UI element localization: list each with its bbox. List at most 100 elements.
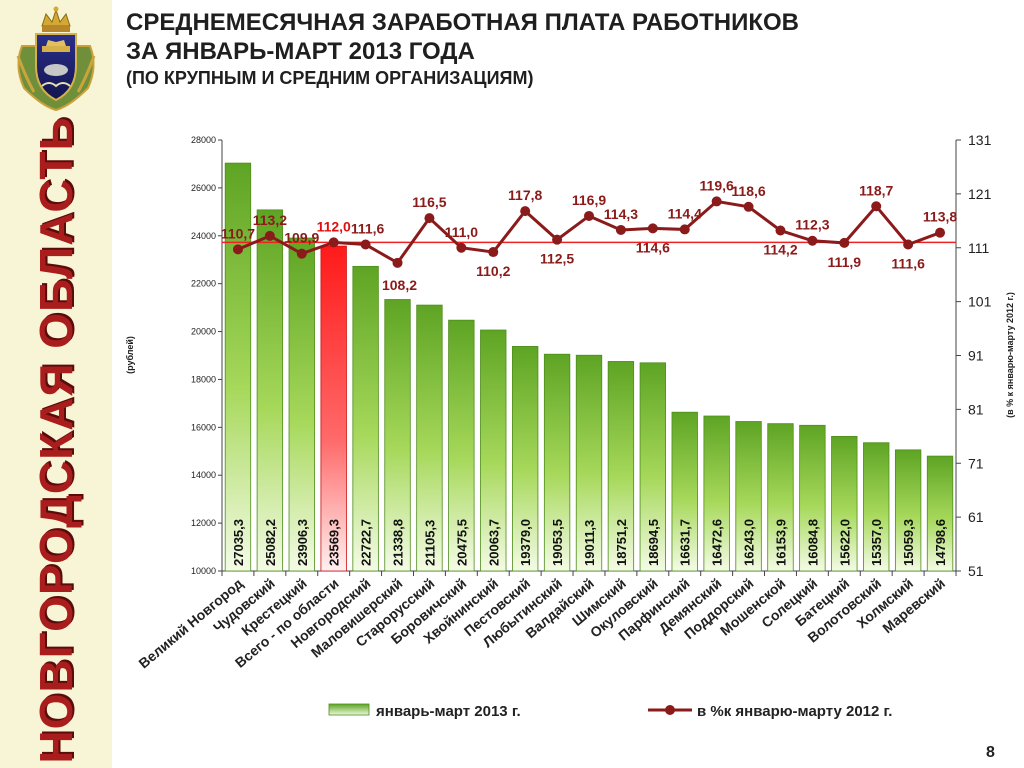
coat-of-arms-emblem	[16, 6, 96, 112]
percent-value-label: 112,3	[795, 217, 829, 233]
percent-point	[711, 196, 722, 207]
percent-point	[392, 257, 403, 268]
percent-point	[743, 201, 754, 212]
percent-value-label: 118,7	[859, 182, 893, 198]
percent-point	[615, 224, 626, 235]
bar	[703, 415, 730, 572]
percent-point	[232, 244, 243, 255]
right-tick-label: 71	[968, 455, 984, 471]
percent-value-label: 112,5	[540, 251, 574, 267]
percent-point	[296, 248, 307, 259]
bar	[320, 245, 347, 572]
right-tick-label: 61	[968, 509, 984, 525]
page-number: 8	[986, 744, 995, 761]
percent-point	[839, 237, 850, 248]
bar-value-label: 20063,7	[486, 519, 501, 566]
bar-value-label: 16472,6	[710, 519, 725, 566]
title-subtitle: (ПО КРУПНЫМ И СРЕДНИМ ОРГАНИЗАЦИЯМ)	[126, 68, 534, 88]
right-tick-label: 121	[968, 186, 992, 202]
bar	[384, 299, 411, 572]
percent-point	[679, 224, 690, 235]
bar	[543, 353, 571, 572]
bar	[894, 449, 922, 572]
legend-line-label: в %к январю-марту 2012 г.	[697, 703, 892, 720]
legend-bar-label: январь-март 2013 г.	[376, 703, 521, 720]
bar	[767, 423, 794, 572]
bar-value-label: 16243,0	[742, 519, 757, 566]
sidebar: НОВГОРОДСКАЯ ОБЛАСТЬ	[0, 0, 112, 768]
right-tick-label: 81	[968, 401, 984, 417]
bar	[480, 329, 507, 572]
percent-point	[584, 210, 594, 221]
percent-value-label: 114,6	[636, 239, 670, 255]
bar	[575, 354, 603, 572]
bar-value-label: 14798,6	[933, 519, 948, 566]
percent-point	[264, 230, 275, 241]
percent-value-label: 119,6	[700, 177, 734, 193]
percent-value-label: 111,6	[891, 256, 925, 272]
bar-value-label: 21338,8	[391, 519, 406, 566]
percent-value-label: 114,2	[763, 242, 797, 258]
bar	[799, 424, 826, 572]
left-tick-label: 18000	[191, 374, 216, 384]
title-line-1: СРЕДНЕМЕСЯЧНАЯ ЗАРАБОТНАЯ ПЛАТА РАБОТНИК…	[126, 9, 799, 36]
percent-value-label: 111,6	[351, 221, 385, 237]
right-tick-label: 51	[968, 563, 984, 579]
bar-value-label: 16631,7	[678, 519, 693, 566]
percent-point	[488, 247, 499, 258]
percent-value-label: 108,2	[382, 277, 417, 293]
left-tick-label: 24000	[191, 231, 216, 241]
bar-value-label: 20475,5	[454, 519, 469, 566]
bar-value-label: 27035,3	[231, 519, 246, 566]
bar	[639, 362, 666, 572]
bar-value-label: 18694,5	[646, 519, 661, 566]
percent-value-label: 110,7	[221, 225, 255, 241]
percent-point	[647, 223, 658, 234]
bar-value-label: 16153,9	[773, 519, 788, 566]
percent-point	[360, 239, 371, 250]
slide-title: СРЕДНЕМЕСЯЧНАЯ ЗАРАБОТНАЯ ПЛАТА РАБОТНИК…	[126, 8, 799, 90]
bar	[926, 455, 954, 572]
percent-point	[775, 225, 786, 236]
y-right-axis-title: (в % к январю-марту 2012 г.)	[1005, 292, 1015, 418]
bar-value-label: 18751,2	[614, 519, 629, 566]
right-tick-label: 111	[968, 240, 989, 256]
bar-value-label: 21105,3	[422, 520, 437, 566]
percent-point	[871, 201, 882, 212]
percent-value-label: 117,8	[508, 187, 542, 203]
percent-value-label: 109,9	[284, 230, 319, 246]
left-tick-label: 12000	[191, 518, 216, 528]
legend-line-marker	[665, 705, 675, 715]
bar-value-label: 19379,0	[518, 519, 533, 566]
bar	[512, 346, 539, 572]
bar	[863, 442, 890, 572]
percent-value-label: 110,2	[476, 263, 510, 279]
bar-value-label: 25082,2	[263, 519, 278, 566]
right-tick-label: 91	[968, 348, 984, 364]
bar-value-label: 16084,8	[805, 519, 820, 566]
title-line-2: ЗА ЯНВАРЬ-МАРТ 2013 ГОДА	[126, 38, 475, 65]
left-tick-label: 26000	[191, 183, 216, 193]
bar-value-label: 19053,5	[550, 519, 565, 566]
bar-value-label: 22722,7	[359, 519, 374, 566]
y-left-axis-title: (рублей)	[125, 336, 135, 374]
bar-value-label: 23569,3	[327, 519, 342, 566]
right-tick-label: 101	[968, 294, 992, 310]
percent-value-label: 113,8	[923, 209, 957, 225]
percent-point	[807, 235, 818, 246]
bar	[831, 435, 858, 572]
left-tick-label: 28000	[191, 135, 216, 145]
bar	[735, 421, 762, 572]
bar	[416, 304, 443, 572]
left-tick-label: 14000	[191, 470, 216, 480]
percent-value-label: 111,0	[445, 224, 479, 240]
percent-value-label: 111,9	[828, 254, 862, 270]
bar	[352, 265, 379, 572]
percent-point	[903, 239, 914, 250]
percent-value-label: 116,5	[412, 194, 446, 210]
percent-point	[552, 234, 563, 245]
bar	[288, 237, 315, 572]
bar	[671, 411, 698, 572]
percent-value-label: 118,6	[731, 183, 765, 199]
